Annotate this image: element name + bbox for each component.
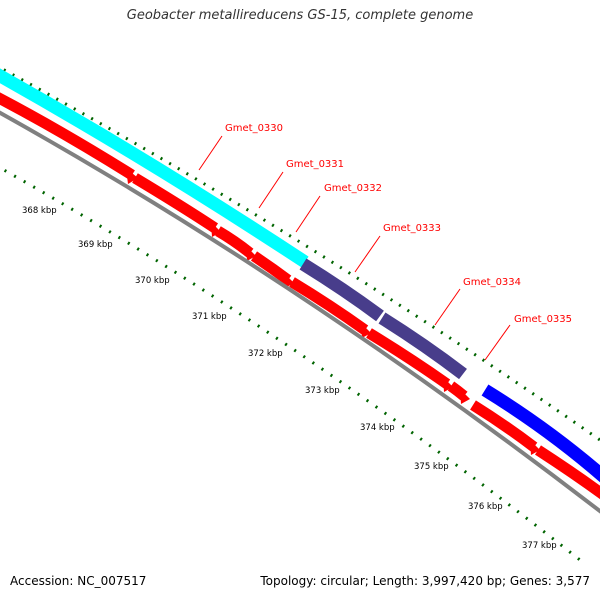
kbp-tick-label: 371 kbp <box>192 312 227 322</box>
cds-arrow-1 <box>0 92 135 180</box>
feature-band-blue <box>481 384 600 483</box>
kbp-tick-label: 373 kbp <box>305 386 340 396</box>
outer-tick-ring <box>0 66 600 442</box>
cds-arrow-7-head <box>460 389 470 404</box>
cds-arrow-6 <box>366 328 451 389</box>
callout-line <box>484 324 511 361</box>
callout-line <box>198 135 223 171</box>
kbp-tick-label: 372 kbp <box>248 349 283 359</box>
inner-tick-ring <box>0 166 581 562</box>
gene-label: Gmet_0330 <box>225 123 283 134</box>
gene-labels: Gmet_0330 Gmet_0331 Gmet_0332 Gmet_0333 … <box>225 123 572 325</box>
kbp-tick-label: 374 kbp <box>360 423 395 433</box>
backbone-ring <box>0 110 600 514</box>
cds-arrow-3 <box>215 226 254 258</box>
gene-label: Gmet_0332 <box>324 183 382 194</box>
kbp-tick-label: 375 kbp <box>414 462 449 472</box>
cds-arrow-8 <box>470 400 538 452</box>
kbp-tick-label: 369 kbp <box>78 240 113 250</box>
callout-line <box>258 171 284 209</box>
cds-arrow-5 <box>289 277 369 335</box>
cds-arrow-1-head <box>126 168 138 184</box>
kbp-tick-labels: 368 kbp 369 kbp 370 kbp 371 kbp 372 kbp … <box>22 206 557 551</box>
callout-line <box>434 288 461 326</box>
genome-stats-text: Topology: circular; Length: 3,997,420 bp… <box>260 574 590 588</box>
gene-label: Gmet_0334 <box>463 277 521 288</box>
gene-label: Gmet_0331 <box>286 159 344 170</box>
callout-line <box>295 195 321 233</box>
gene-label: Gmet_0333 <box>383 223 441 234</box>
cds-arrow-2 <box>132 173 219 233</box>
feature-band-cyan <box>0 68 309 268</box>
gene-label: Gmet_0335 <box>514 314 572 325</box>
kbp-tick-label: 376 kbp <box>468 502 503 512</box>
callout-line <box>354 235 381 273</box>
gene-callouts <box>198 135 511 361</box>
kbp-tick-label: 368 kbp <box>22 206 57 216</box>
accession-text: Accession: NC_007517 <box>10 574 147 588</box>
kbp-tick-label: 377 kbp <box>522 541 557 551</box>
feature-band-slate-2 <box>378 312 467 380</box>
feature-band-slate-1 <box>299 258 384 322</box>
map-title: Geobacter metallireducens GS-15, complet… <box>126 8 474 23</box>
cds-arrow-9 <box>535 445 600 500</box>
kbp-tick-label: 370 kbp <box>135 276 170 286</box>
